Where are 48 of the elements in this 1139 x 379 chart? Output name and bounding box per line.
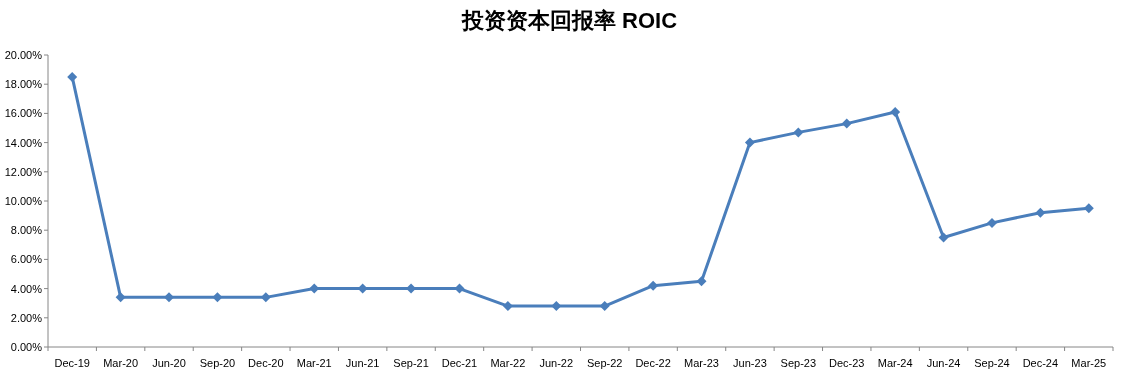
xtick: Dec-22 <box>635 357 671 369</box>
xtick: Mar-21 <box>296 357 332 369</box>
ytick: 20.00% <box>4 49 42 61</box>
xtick: Sep-24 <box>974 357 1010 369</box>
point <box>502 301 513 312</box>
ytick: 4.00% <box>10 282 42 295</box>
xtick: Dec-23 <box>829 357 865 369</box>
point <box>841 118 852 129</box>
xtick: Dec-19 <box>54 357 90 369</box>
point <box>890 106 901 117</box>
xtick: Dec-20 <box>248 357 284 369</box>
xtick: Sep-23 <box>780 357 817 369</box>
xtick: Jun-24 <box>926 357 961 369</box>
xtick: Mar-25 <box>1071 357 1107 369</box>
ytick: 14.00% <box>4 136 42 149</box>
ytick: 8.00% <box>10 224 42 237</box>
xtick: Sep-22 <box>586 357 623 369</box>
xtick: Dec-21 <box>441 357 478 369</box>
xtick: Dec-24 <box>1022 357 1059 369</box>
point <box>744 137 755 148</box>
point <box>938 232 949 243</box>
xtick: Mar-22 <box>490 357 526 369</box>
point <box>1083 203 1094 214</box>
xtick: Sep-20 <box>199 357 236 369</box>
ytick: 18.00% <box>4 78 42 91</box>
xtick: Jun-21 <box>345 357 380 369</box>
xtick: Mar-24 <box>877 357 913 369</box>
xtick: Jun-22 <box>539 357 574 369</box>
point <box>67 71 78 82</box>
ytick: 0.00% <box>10 341 42 353</box>
xtick: Jun-23 <box>733 357 767 369</box>
xtick: Jun-20 <box>152 357 186 369</box>
ytick: 2.00% <box>10 311 42 324</box>
point <box>696 276 707 287</box>
ytick: 6.00% <box>10 253 42 266</box>
ytick: 16.00% <box>4 107 42 120</box>
point <box>648 280 659 291</box>
ytick: 10.00% <box>4 195 42 207</box>
title: 投资资本回报率 ROIC <box>461 8 678 33</box>
point <box>1035 207 1046 218</box>
xtick: Mar-23 <box>684 357 719 369</box>
xtick: Mar-20 <box>103 357 139 369</box>
ytick: 12.00% <box>4 165 42 178</box>
point <box>212 292 223 303</box>
point <box>115 292 126 303</box>
xtick: Sep-21 <box>393 357 429 369</box>
point <box>793 127 804 138</box>
point <box>986 217 997 228</box>
